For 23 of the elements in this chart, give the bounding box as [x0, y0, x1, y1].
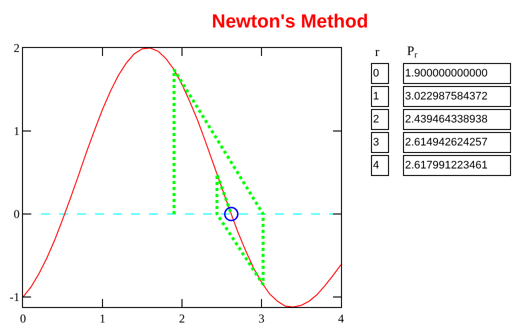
- line-series: [172, 68, 265, 286]
- text: 1: [373, 90, 380, 102]
- text: 3.022987584372: [405, 90, 488, 102]
- text: P$_{r}$: [407, 43, 418, 60]
- text: 2: [373, 114, 380, 126]
- y-tick-label: -1: [10, 290, 20, 304]
- x-tick-label: 3: [258, 311, 264, 326]
- text: 2.617991223461: [405, 160, 488, 172]
- chart-title: Newton's Method: [212, 11, 368, 32]
- y-tick-label: 1: [14, 124, 20, 138]
- text: 3: [373, 136, 380, 148]
- x-tick-label: 2: [179, 311, 185, 326]
- line-series: [23, 48, 341, 307]
- y-tick-label: 2: [14, 41, 20, 56]
- y-tick-label: 0: [14, 207, 20, 222]
- text: r: [375, 44, 380, 59]
- text: 0: [373, 68, 380, 80]
- text: 2.439464338938: [405, 114, 488, 126]
- text: 4: [373, 160, 380, 172]
- text: 2.614942624257: [405, 136, 488, 148]
- x-tick-label: 1: [100, 311, 106, 326]
- text: 1.900000000000: [405, 68, 488, 80]
- x-tick-label: 4: [338, 311, 344, 326]
